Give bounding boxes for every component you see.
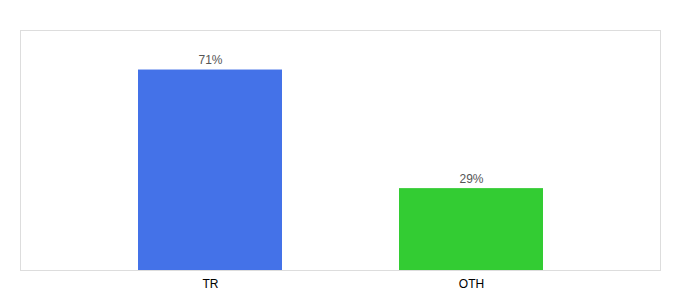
svg-text:TR: TR <box>203 277 219 291</box>
svg-text:OTH: OTH <box>459 277 484 291</box>
svg-text:71%: 71% <box>198 53 222 67</box>
svg-text:29%: 29% <box>459 172 483 186</box>
